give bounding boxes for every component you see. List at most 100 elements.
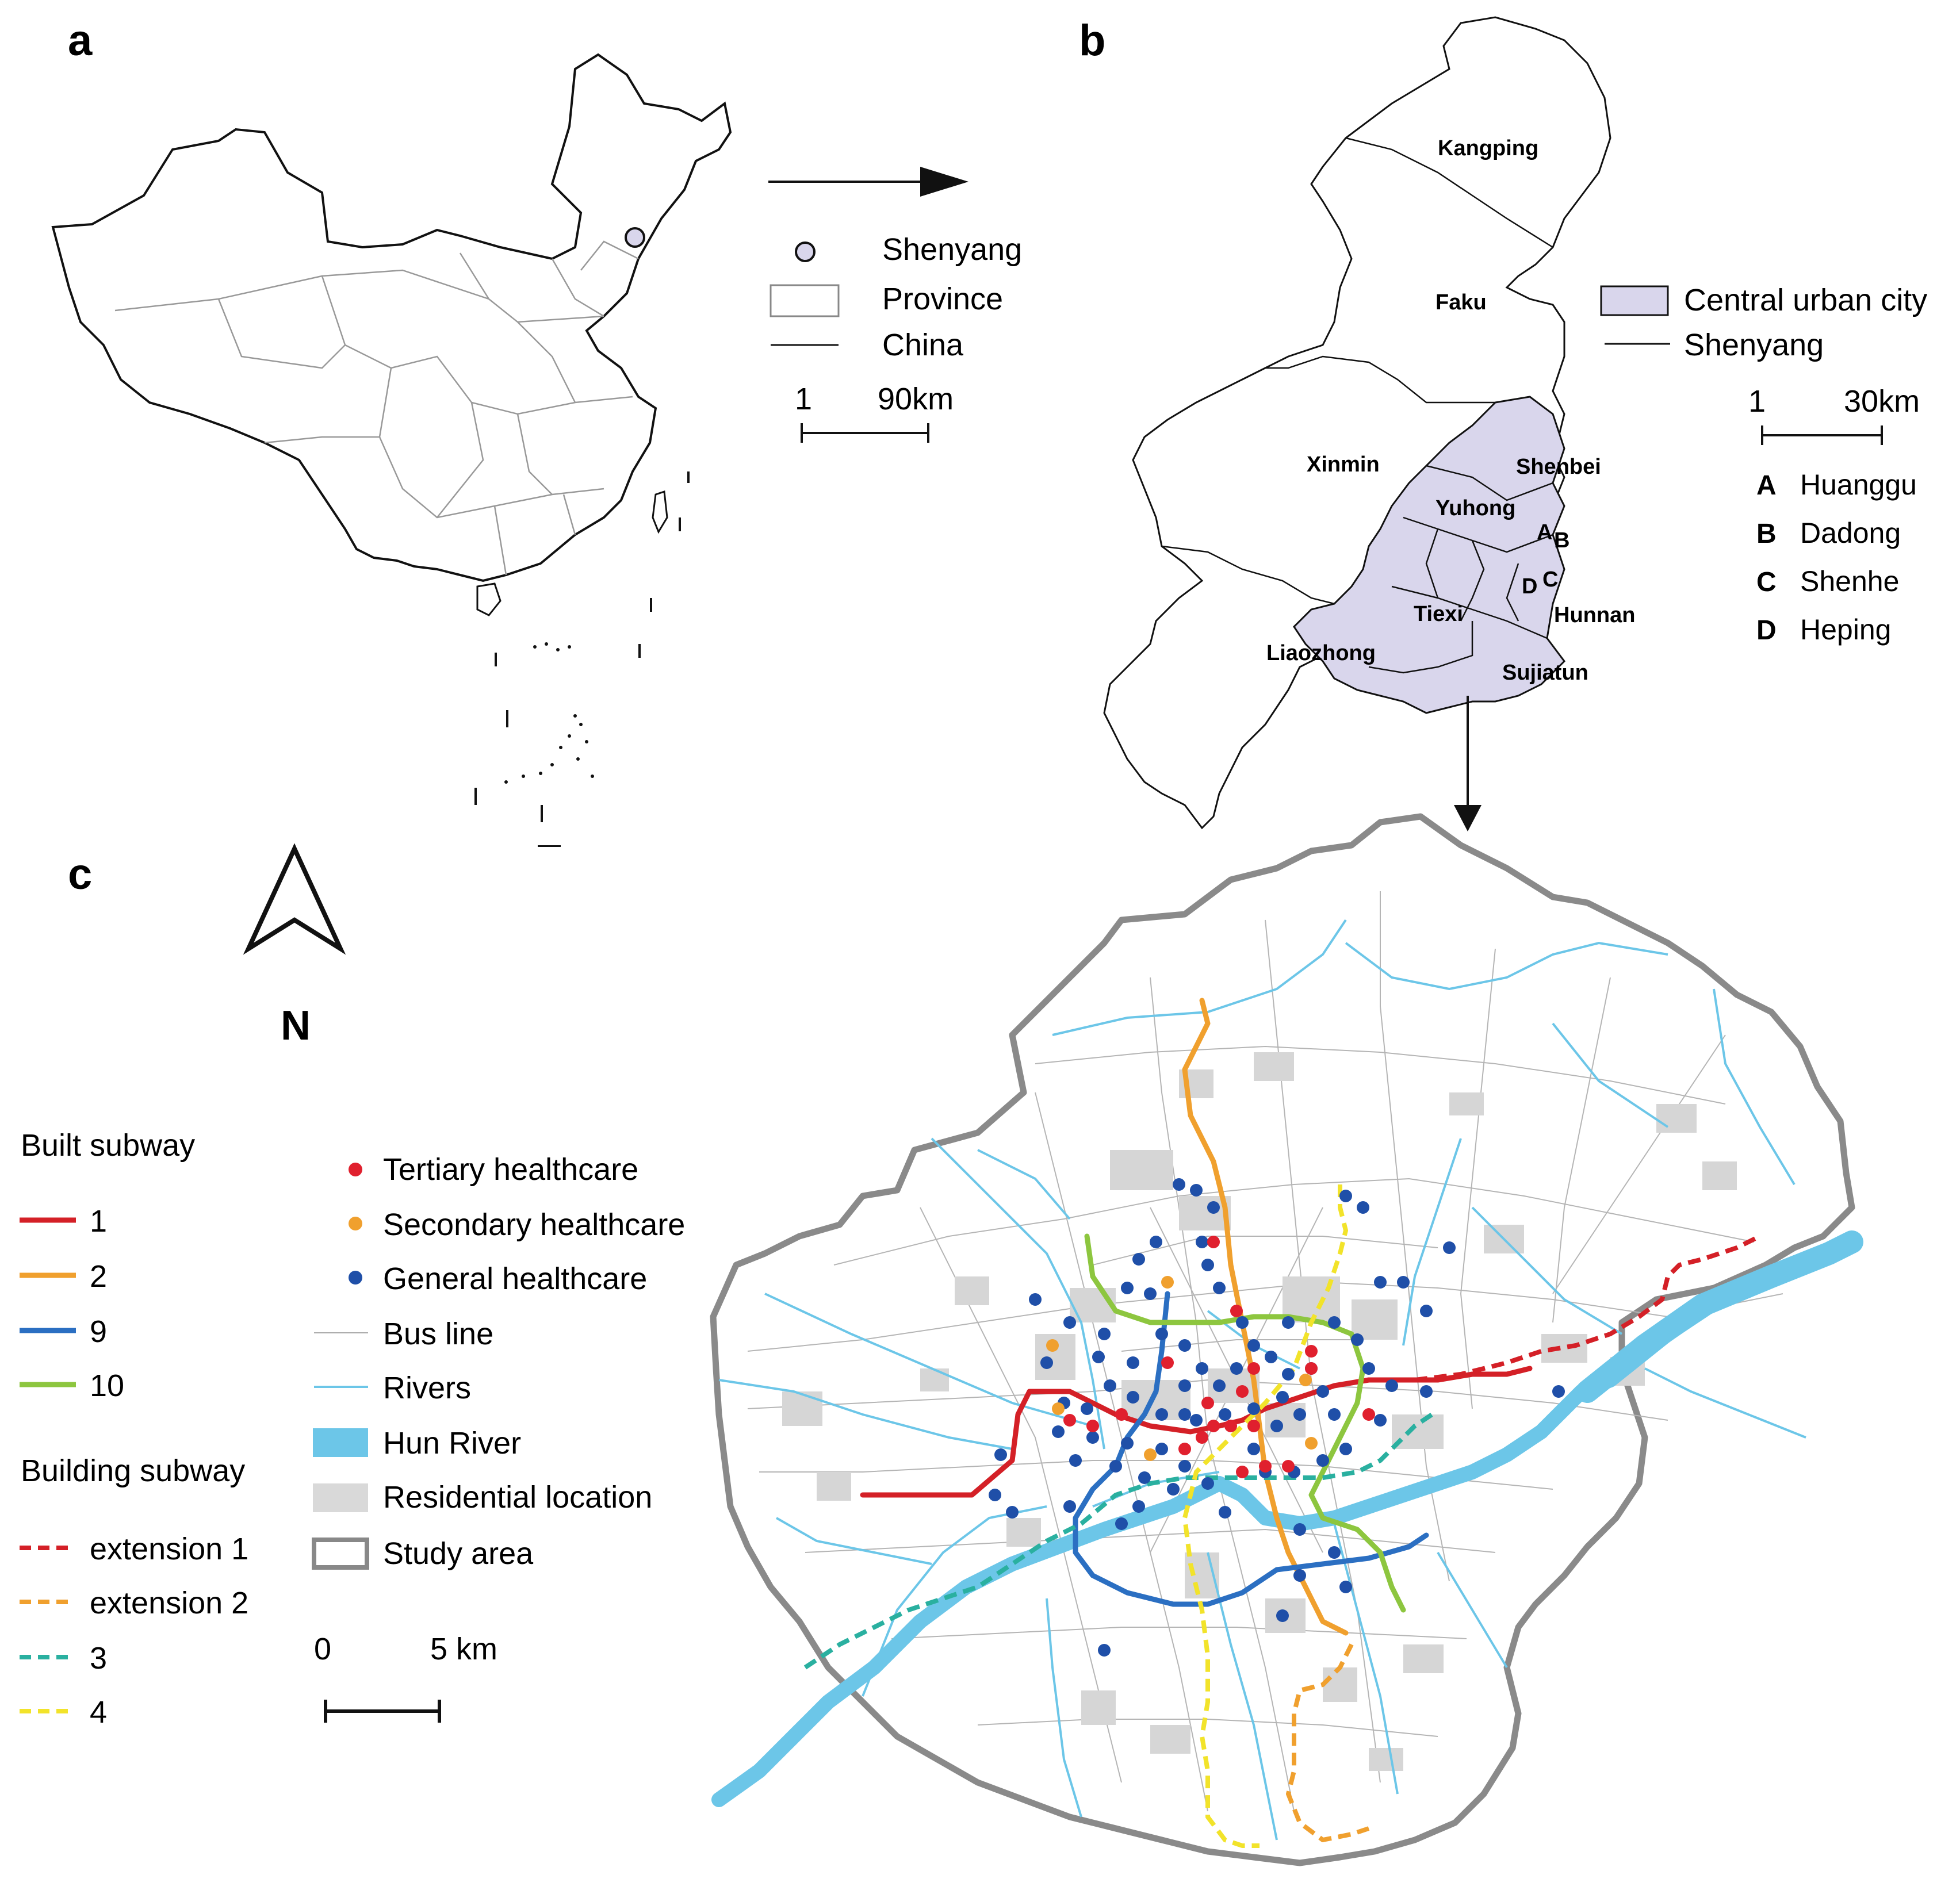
study-area-map <box>710 813 1863 1866</box>
legend-shenyang-label: Shenyang <box>1684 328 1824 362</box>
key-name-b: Dadong <box>1800 517 1901 549</box>
china-outline <box>51 53 732 582</box>
building-subway-legend: Building subway extension 1 extension 2 … <box>20 1454 248 1730</box>
scale-a-left: 1 <box>795 382 812 416</box>
scale-c-left: 0 <box>314 1632 331 1666</box>
legend-bus-line-label: Bus line <box>383 1317 493 1351</box>
north-arrow-icon <box>243 843 346 955</box>
shenyang-outline <box>1103 16 1611 830</box>
panel-label-c: c <box>68 850 92 899</box>
legend-city-label: Shenyang <box>882 232 1022 267</box>
legend-hun-river-icon <box>313 1428 368 1457</box>
subway-line-3 <box>803 1412 1434 1670</box>
key-name-a: Huanggu <box>1800 469 1917 501</box>
legend-central-label: Central urban city <box>1684 283 1927 317</box>
hainan-island <box>476 582 502 616</box>
built-subway-title: Built subway <box>21 1128 195 1163</box>
south-china-sea-islands <box>474 471 690 847</box>
legend-province-icon <box>770 284 840 317</box>
building-subway-title: Building subway <box>21 1454 245 1488</box>
province-boundaries <box>114 240 639 576</box>
key-letter-a: A <box>1756 470 1777 501</box>
district-mark-c: C <box>1542 568 1558 592</box>
legend-city-icon <box>795 241 816 262</box>
district-boundaries <box>1161 137 1553 674</box>
legend-tertiary-icon <box>349 1163 362 1176</box>
district-mark-a: A <box>1537 520 1552 545</box>
building-ext1-label: extension 1 <box>90 1532 248 1566</box>
subway-line-10 <box>1084 1233 1406 1613</box>
panel-b-scale-bar: 1 30km <box>1748 384 1920 445</box>
key-name-d: Heping <box>1800 614 1891 646</box>
district-faku: Faku <box>1435 290 1487 315</box>
shenyang-map <box>1103 16 1611 830</box>
district-tiexi: Tiexi <box>1414 602 1463 626</box>
north-label: N <box>281 1003 311 1049</box>
built-line-9-label: 9 <box>90 1314 107 1349</box>
panel-c-scale-bar: 0 5 km <box>314 1632 497 1723</box>
key-letter-c: C <box>1756 567 1777 597</box>
scale-b-left: 1 <box>1748 384 1766 419</box>
arrow-a-to-b <box>768 167 968 197</box>
built-line-1-label: 1 <box>90 1204 107 1239</box>
district-mark-b: B <box>1554 528 1569 553</box>
legend-rivers-label: Rivers <box>383 1371 471 1405</box>
scale-c-right: 5 km <box>430 1632 497 1666</box>
district-key: A Huanggu B Dadong C Shenhe D Heping <box>1756 469 1917 646</box>
legend-secondary-icon <box>349 1217 362 1230</box>
subway-extension-1 <box>1414 1234 1761 1382</box>
taiwan-island <box>652 490 668 534</box>
panel-label-a: a <box>68 16 93 65</box>
key-letter-d: D <box>1756 615 1777 646</box>
bus-lines <box>747 891 1783 1812</box>
feature-legend: Tertiary healthcare Secondary healthcare… <box>312 1152 685 1571</box>
panel-label-b: b <box>1079 16 1105 65</box>
subway-line-9 <box>1073 1291 1429 1607</box>
china-map <box>51 53 732 847</box>
subway-line-4 <box>1182 1184 1348 1848</box>
legend-secondary-label: Secondary healthcare <box>383 1207 685 1242</box>
district-liaozhong: Liaozhong <box>1266 641 1376 665</box>
legend-tertiary-label: Tertiary healthcare <box>383 1152 638 1187</box>
legend-central-icon <box>1600 285 1669 316</box>
scale-b-right: 30km <box>1844 384 1920 419</box>
arrow-b-to-c <box>1454 696 1482 831</box>
hun-river-upstream <box>1576 1230 1863 1403</box>
panel-a-scale-bar: 1 90km <box>795 382 954 443</box>
building-subway-lines <box>803 1184 1761 1848</box>
legend-country-label: China <box>882 328 964 362</box>
general-healthcare-points <box>989 1178 1565 1657</box>
panel-b-legend: Central urban city Shenyang <box>1600 283 1927 362</box>
legend-residential-icon <box>313 1483 368 1512</box>
legend-residential-label: Residential location <box>383 1480 652 1515</box>
district-labels: Kangping Faku Xinmin Shenbei Yuhong Tiex… <box>1266 136 1635 685</box>
building-line4-label: 4 <box>90 1695 107 1730</box>
legend-general-icon <box>349 1271 362 1285</box>
district-shenbei: Shenbei <box>1516 455 1601 479</box>
secondary-healthcare-points <box>1046 1276 1318 1461</box>
built-line-10-label: 10 <box>90 1368 124 1403</box>
key-name-c: Shenhe <box>1800 565 1899 597</box>
built-line-2-label: 2 <box>90 1259 107 1294</box>
built-subway-legend: Built subway 1 2 9 10 <box>20 1128 195 1403</box>
legend-study-area-label: Study area <box>383 1536 534 1571</box>
legend-hun-river-label: Hun River <box>383 1426 521 1460</box>
subway-extension-2 <box>1286 1643 1370 1842</box>
district-sujiatun: Sujiatun <box>1502 661 1588 685</box>
legend-province-label: Province <box>882 282 1003 316</box>
tertiary-healthcare-points <box>1063 1236 1375 1478</box>
built-subway-lines <box>860 998 1533 1636</box>
panel-a-legend: Shenyang Province China <box>770 232 1022 362</box>
legend-study-area-icon <box>312 1538 369 1570</box>
district-yuhong: Yuhong <box>1435 496 1515 520</box>
building-line3-label: 3 <box>90 1641 107 1676</box>
north-arrow: N <box>243 843 346 1049</box>
district-kangping: Kangping <box>1438 136 1538 160</box>
legend-general-label: General healthcare <box>383 1262 647 1296</box>
district-hunnan: Hunnan <box>1554 603 1635 627</box>
shenyang-location-marker <box>625 227 645 248</box>
district-xinmin: Xinmin <box>1307 453 1380 477</box>
district-mark-d: D <box>1522 574 1537 599</box>
key-letter-b: B <box>1756 519 1777 549</box>
